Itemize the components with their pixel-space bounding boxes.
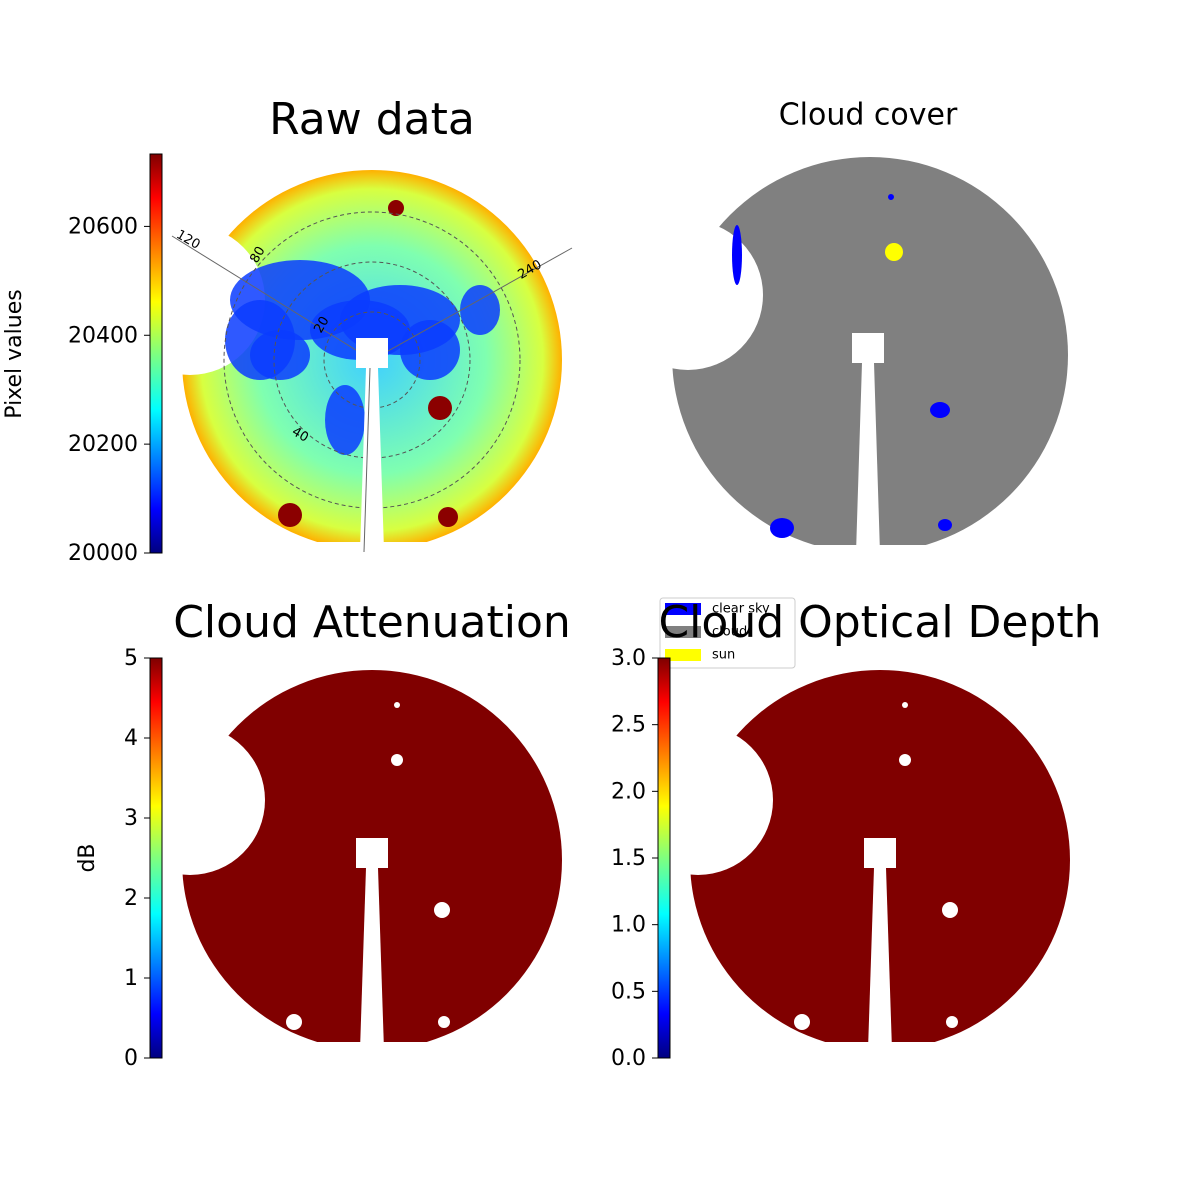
clear-region xyxy=(732,225,742,285)
colorbar-tick-label: 20200 xyxy=(68,432,138,457)
colorbar-tick-label: 2.0 xyxy=(611,779,646,804)
colorbar-tick-label: 0 xyxy=(124,1046,138,1071)
colorbar xyxy=(149,657,163,1059)
mask-spot xyxy=(286,1014,302,1030)
mask-spot xyxy=(434,902,450,918)
mask-spot xyxy=(902,702,908,708)
colorbar-label: Pixel values xyxy=(2,289,27,418)
colorbar-tick-label: 3 xyxy=(124,806,138,831)
polar-label: 20 xyxy=(311,314,332,336)
shadow-band-arm xyxy=(360,868,384,1050)
panel-title: Cloud cover xyxy=(779,98,958,133)
bright-spot xyxy=(428,396,452,420)
panel-title: Cloud Optical Depth xyxy=(658,597,1101,648)
legend-label: sun xyxy=(712,648,735,663)
mask-spot xyxy=(391,754,403,766)
shadow-band-arm xyxy=(856,363,880,553)
legend-swatch xyxy=(665,603,701,615)
clear-patch xyxy=(325,385,365,455)
clear-patch xyxy=(250,330,310,380)
mask-spot xyxy=(942,902,958,918)
colorbar-tick-label: 20000 xyxy=(68,541,138,566)
colorbar-tick-label: 2.5 xyxy=(611,713,646,738)
clear-region xyxy=(770,518,794,538)
colorbar xyxy=(149,153,163,554)
clear-patch xyxy=(460,285,500,335)
mask-spot xyxy=(394,702,400,708)
panel: Cloud Optical Depth 0.0 0.5 1.0 1.5 2.0 2.5 3.0 xyxy=(611,597,1102,1071)
panel: Cloud Attenuation 0 1 2 3 4 5 dB xyxy=(75,597,571,1071)
azimuth-line xyxy=(171,235,373,361)
mask-bite xyxy=(613,220,763,370)
colorbar-tick-label: 3.0 xyxy=(611,646,646,671)
bright-spot xyxy=(438,507,458,527)
shadow-band-box xyxy=(864,838,896,868)
colorbar-tick-label: 1.5 xyxy=(611,846,646,871)
azimuth-line xyxy=(371,247,573,361)
mask-spot xyxy=(438,1016,450,1028)
legend-label: clear sky xyxy=(712,602,770,617)
colorbar-tick-label: 20400 xyxy=(68,323,138,348)
clear-region xyxy=(930,402,950,418)
shadow-band-box xyxy=(852,333,884,363)
panel: Cloud cover clear sky cloud sun xyxy=(613,98,1068,669)
colorbar-tick-label: 5 xyxy=(124,646,138,671)
clear-region xyxy=(888,194,894,200)
colorbar-tick-label: 0.5 xyxy=(611,979,646,1004)
colorbar-tick-label: 20600 xyxy=(68,214,138,239)
colorbar-tick-label: 1 xyxy=(124,966,138,991)
sun-region xyxy=(885,243,903,261)
legend-label: cloud xyxy=(712,625,747,640)
shadow-band-box xyxy=(356,838,388,868)
colorbar-label: dB xyxy=(75,843,100,872)
mask-spot xyxy=(794,1014,810,1030)
shadow-band-box xyxy=(356,338,388,368)
legend-swatch xyxy=(665,649,701,661)
polar-label: 40 xyxy=(289,424,311,445)
clear-patch xyxy=(400,320,460,380)
polar-label: 80 xyxy=(247,244,268,266)
colorbar-tick-label: 2 xyxy=(124,886,138,911)
mask-spot xyxy=(946,1016,958,1028)
mask-spot xyxy=(899,754,911,766)
bright-spot xyxy=(278,503,302,527)
polar-grid xyxy=(323,311,421,409)
colorbar-tick-label: 1.0 xyxy=(611,913,646,938)
colorbar xyxy=(657,657,671,1059)
colorbar-tick-label: 0.0 xyxy=(611,1046,646,1071)
colorbar-tick-label: 4 xyxy=(124,726,138,751)
bright-spot xyxy=(388,200,404,216)
clear-region xyxy=(938,519,952,531)
shadow-band-arm xyxy=(868,868,892,1050)
panel: Raw data12080240204020000202002040020600… xyxy=(2,94,573,566)
pole-line xyxy=(363,367,371,553)
panel-title: Cloud Attenuation xyxy=(173,597,571,648)
panel-title: Raw data xyxy=(269,94,475,145)
polar-grid xyxy=(273,261,471,459)
legend-swatch xyxy=(665,626,701,638)
